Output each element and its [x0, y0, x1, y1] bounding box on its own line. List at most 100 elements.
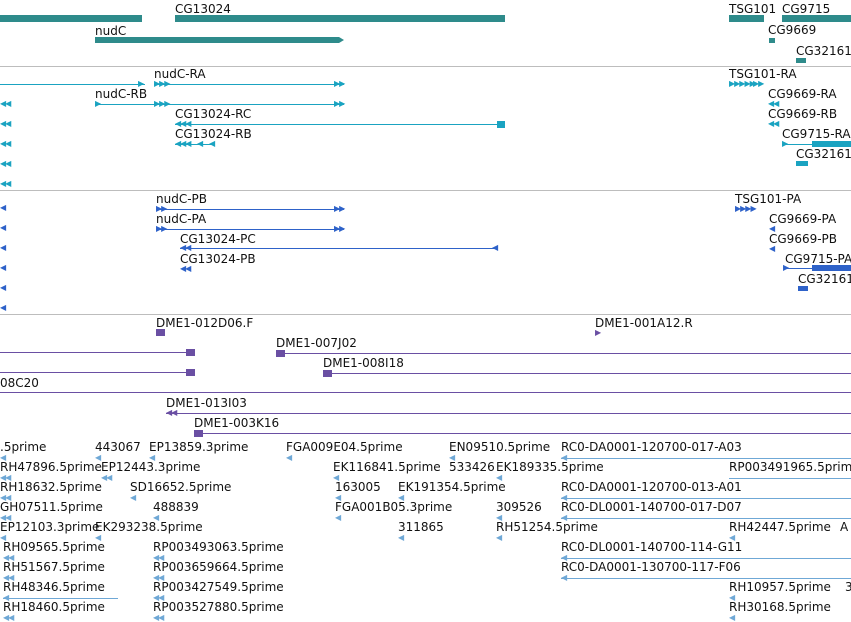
gene-label: CG9715	[782, 2, 831, 16]
gene-bar[interactable]	[796, 58, 806, 63]
gene-label: nudC	[95, 24, 127, 38]
est-label: RC0-DA0001-120700-017-A03	[561, 440, 742, 454]
est-label: RP003527880.5prime	[153, 600, 284, 614]
protein-line[interactable]	[180, 248, 498, 249]
clone-end[interactable]	[156, 329, 165, 336]
clone-end	[186, 369, 195, 376]
est-label: RH18632.5prime	[0, 480, 102, 494]
est-arrow-icon: ◀	[449, 453, 455, 462]
est-label: EK293238.5prime	[95, 520, 203, 534]
clone-line[interactable]	[0, 372, 195, 373]
clone-end	[186, 349, 195, 356]
clone-line[interactable]	[276, 353, 851, 354]
transcript-line[interactable]	[95, 104, 344, 105]
est-label: RH42447.5prime	[729, 520, 831, 534]
est-label: RH51567.5prime	[3, 560, 105, 574]
transcript-line[interactable]	[175, 144, 215, 145]
est-line[interactable]	[561, 578, 851, 579]
est-label: RH09565.5prime	[3, 540, 105, 554]
transcript-label: TSG101-RA	[729, 67, 797, 81]
gene-bar[interactable]	[782, 15, 851, 22]
transcript-line[interactable]	[154, 84, 344, 85]
transcript-arrow-icon: ▶	[782, 139, 788, 148]
transcript-arrow-icon: ▶▶▶	[154, 79, 171, 88]
protein-arrow-icon: ◀	[0, 223, 6, 232]
clone-line[interactable]	[0, 352, 195, 353]
protein-arrow-icon: ◀◀	[180, 264, 191, 273]
est-line[interactable]	[729, 478, 851, 479]
est-arrow-icon: ◀	[561, 553, 567, 562]
protein-arrow-icon: ▶▶	[334, 224, 345, 233]
est-label: RH10957.5prime	[729, 580, 831, 594]
est-label: EP13859.3prime	[149, 440, 249, 454]
est-arrow-icon: ◀	[95, 453, 101, 462]
clone-line[interactable]	[323, 373, 851, 374]
est-label: RP003491965.5prime	[729, 460, 851, 474]
est-label: 3	[845, 580, 851, 594]
est-label: EK116841.5prime	[333, 460, 441, 474]
clone-label: DME1-003K16	[194, 416, 280, 430]
track-separator	[0, 66, 851, 67]
est-line[interactable]	[3, 598, 118, 599]
protein-label: nudC-PB	[156, 192, 208, 206]
clone-line[interactable]	[166, 413, 851, 414]
protein-arrow-icon: ▶▶▶▶	[735, 204, 757, 213]
est-arrow-icon: ◀	[561, 573, 567, 582]
protein-label: CG32161	[798, 272, 851, 286]
est-line[interactable]	[561, 518, 851, 519]
transcript-arrow-icon: ◀◀	[0, 99, 11, 108]
est-arrow-icon: ◀	[729, 613, 735, 622]
est-arrow-icon: ◀	[729, 533, 735, 542]
transcript-arrow-icon: ▶	[95, 99, 101, 108]
gene-bar[interactable]	[175, 15, 505, 22]
transcript-arrow-icon: ◀◀	[768, 99, 779, 108]
est-label: RH18460.5prime	[3, 600, 105, 614]
est-arrow-icon: ◀◀	[3, 573, 14, 582]
protein-block	[798, 286, 808, 291]
transcript-arrow-icon: ▶▶	[753, 79, 764, 88]
transcript-line[interactable]	[175, 124, 505, 125]
est-arrow-icon: ◀	[130, 493, 136, 502]
gene-label: CG13024	[175, 2, 231, 16]
transcript-arrow-icon: ◀	[209, 139, 215, 148]
protein-arrow-icon: ◀	[0, 303, 6, 312]
est-label: 309526	[496, 500, 542, 514]
gene-bar[interactable]	[0, 15, 142, 22]
transcript-label: nudC-RB	[95, 87, 148, 101]
gene-bar[interactable]	[769, 38, 775, 43]
est-arrow-icon: ◀◀	[153, 573, 164, 582]
est-arrow-icon: ◀◀	[153, 613, 164, 622]
protein-arrow-icon: ◀	[0, 263, 6, 272]
transcript-label: CG13024-RB	[175, 127, 252, 141]
est-arrow-icon: ◀◀	[0, 493, 11, 502]
transcript-line[interactable]	[0, 84, 145, 85]
est-line[interactable]	[561, 458, 851, 459]
transcript-arrow-icon: ◀◀◀	[175, 139, 192, 148]
gene-bar[interactable]	[729, 15, 764, 22]
est-arrow-icon: ◀◀	[3, 613, 14, 622]
est-arrow-icon: ◀	[398, 533, 404, 542]
est-arrow-icon: ◀	[0, 533, 6, 542]
clone-line[interactable]	[0, 392, 851, 393]
est-line[interactable]	[561, 558, 851, 559]
gene-bar[interactable]	[95, 37, 339, 43]
est-arrow-icon: ◀	[335, 513, 341, 522]
est-label: EK191354.5prime	[398, 480, 506, 494]
est-line[interactable]	[561, 498, 851, 499]
protein-line[interactable]	[156, 229, 344, 230]
est-arrow-icon: ◀	[496, 533, 502, 542]
est-label: RH51254.5prime	[496, 520, 598, 534]
clone-label: 08C20	[0, 376, 39, 390]
protein-line[interactable]	[156, 209, 344, 210]
clone-line[interactable]	[194, 433, 851, 434]
protein-label: nudC-PA	[156, 212, 207, 226]
est-label: 311865	[398, 520, 444, 534]
transcript-exon	[796, 161, 808, 166]
est-arrow-icon: ◀	[729, 593, 735, 602]
clone-arrow-icon: ◀◀	[166, 408, 177, 417]
protein-arrow-icon: ◀◀	[180, 243, 191, 252]
est-label: 533426	[449, 460, 495, 474]
track-separator	[0, 314, 851, 315]
transcript-arrow-icon: ◀◀	[0, 119, 11, 128]
